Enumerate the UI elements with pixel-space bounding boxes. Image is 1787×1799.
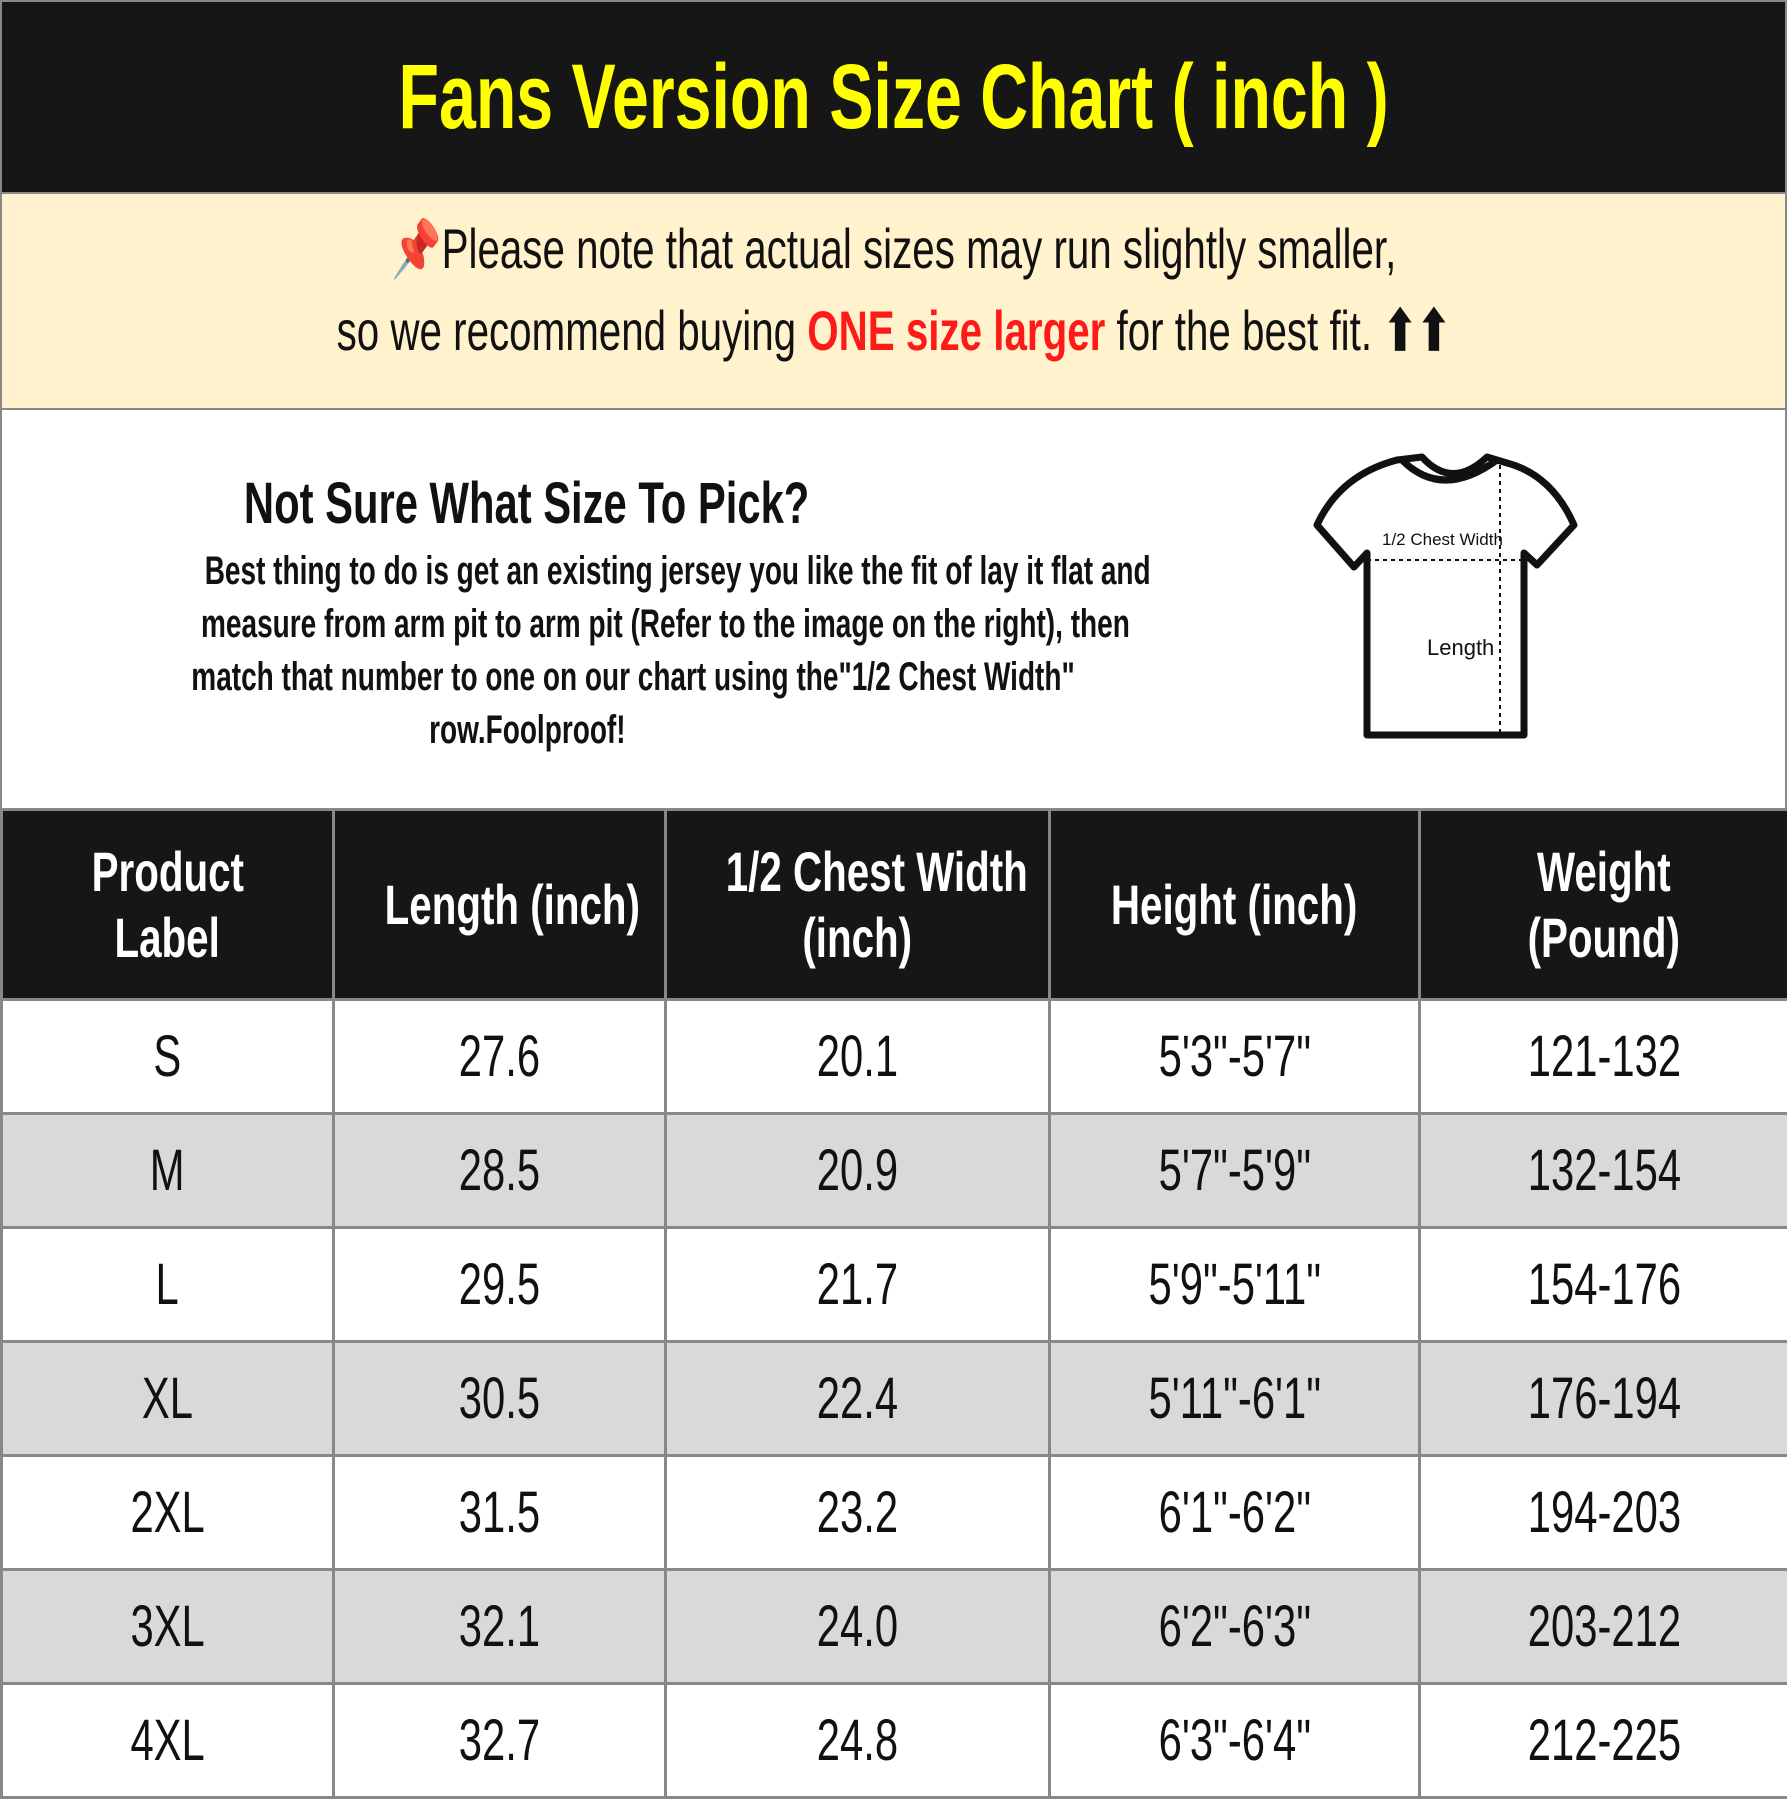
pushpin-icon: 📌 [391,217,441,280]
tshirt-outline-icon [1317,457,1574,735]
table-cell: 28.5 [334,1114,666,1228]
table-cell: 5'11"-6'1" [1050,1342,1420,1456]
fit-guide-line: row.Foolproof! [429,704,625,757]
chart-title-banner: Fans Version Size Chart ( inch ) [0,0,1787,194]
table-cell: 20.9 [666,1114,1050,1228]
table-cell: 121-132 [1420,1000,1787,1114]
table-cell: 21.7 [666,1228,1050,1342]
table-cell: XL [2,1342,334,1456]
table-cell: 24.8 [666,1684,1050,1798]
column-header: 1/2 Chest Width(inch) [666,810,1050,1000]
up-arrows-icon: ⬆⬆ [1383,299,1451,362]
chest-width-label: 1/2 Chest Width [1382,530,1503,549]
note-line-1: 📌Please note that actual sizes may run s… [391,216,1396,282]
fit-guide-line: Best thing to do is get an existing jers… [205,545,1151,598]
table-cell: 6'2"-6'3" [1050,1570,1420,1684]
table-cell: 5'3"-5'7" [1050,1000,1420,1114]
note-line-2: so we recommend buying ONE size larger f… [336,298,1450,364]
fit-guide-line: match that number to one on our chart us… [191,651,1074,704]
table-cell: 203-212 [1420,1570,1787,1684]
table-cell: 27.6 [334,1000,666,1114]
table-cell: 31.5 [334,1456,666,1570]
table-cell: S [2,1000,334,1114]
note-highlight: ONE size larger [807,299,1105,362]
table-cell: 24.0 [666,1570,1050,1684]
table-cell: 4XL [2,1684,334,1798]
sizing-note: 📌Please note that actual sizes may run s… [0,194,1787,410]
table-cell: 2XL [2,1456,334,1570]
table-cell: 23.2 [666,1456,1050,1570]
chart-title: Fans Version Size Chart ( inch ) [398,45,1388,150]
table-cell: 3XL [2,1570,334,1684]
table-cell: 194-203 [1420,1456,1787,1570]
column-header: Height (inch) [1050,810,1420,1000]
table-cell: 30.5 [334,1342,666,1456]
table-cell: 29.5 [334,1228,666,1342]
column-header: Weight(Pound) [1420,810,1787,1000]
table-cell: 5'7"-5'9" [1050,1114,1420,1228]
table-cell: 22.4 [666,1342,1050,1456]
table-cell: 5'9"-5'11" [1050,1228,1420,1342]
tshirt-measurement-diagram: 1/2 Chest Width Length [1312,445,1592,745]
column-header: Length (inch) [334,810,666,1000]
table-cell: 20.1 [666,1000,1050,1114]
table-cell: 32.1 [334,1570,666,1684]
table-cell: M [2,1114,334,1228]
length-label: Length [1427,635,1494,660]
table-cell: L [2,1228,334,1342]
table-cell: 6'1"-6'2" [1050,1456,1420,1570]
table-cell: 154-176 [1420,1228,1787,1342]
fit-guide: Not Sure What Size To Pick? Best thing t… [0,410,1787,808]
table-cell: 32.7 [334,1684,666,1798]
table-cell: 6'3"-6'4" [1050,1684,1420,1798]
fit-guide-line: measure from arm pit to arm pit (Refer t… [201,598,1130,651]
table-cell: 132-154 [1420,1114,1787,1228]
fit-guide-heading: Not Sure What Size To Pick? [244,470,809,537]
table-cell: 176-194 [1420,1342,1787,1456]
table-cell: 212-225 [1420,1684,1787,1798]
